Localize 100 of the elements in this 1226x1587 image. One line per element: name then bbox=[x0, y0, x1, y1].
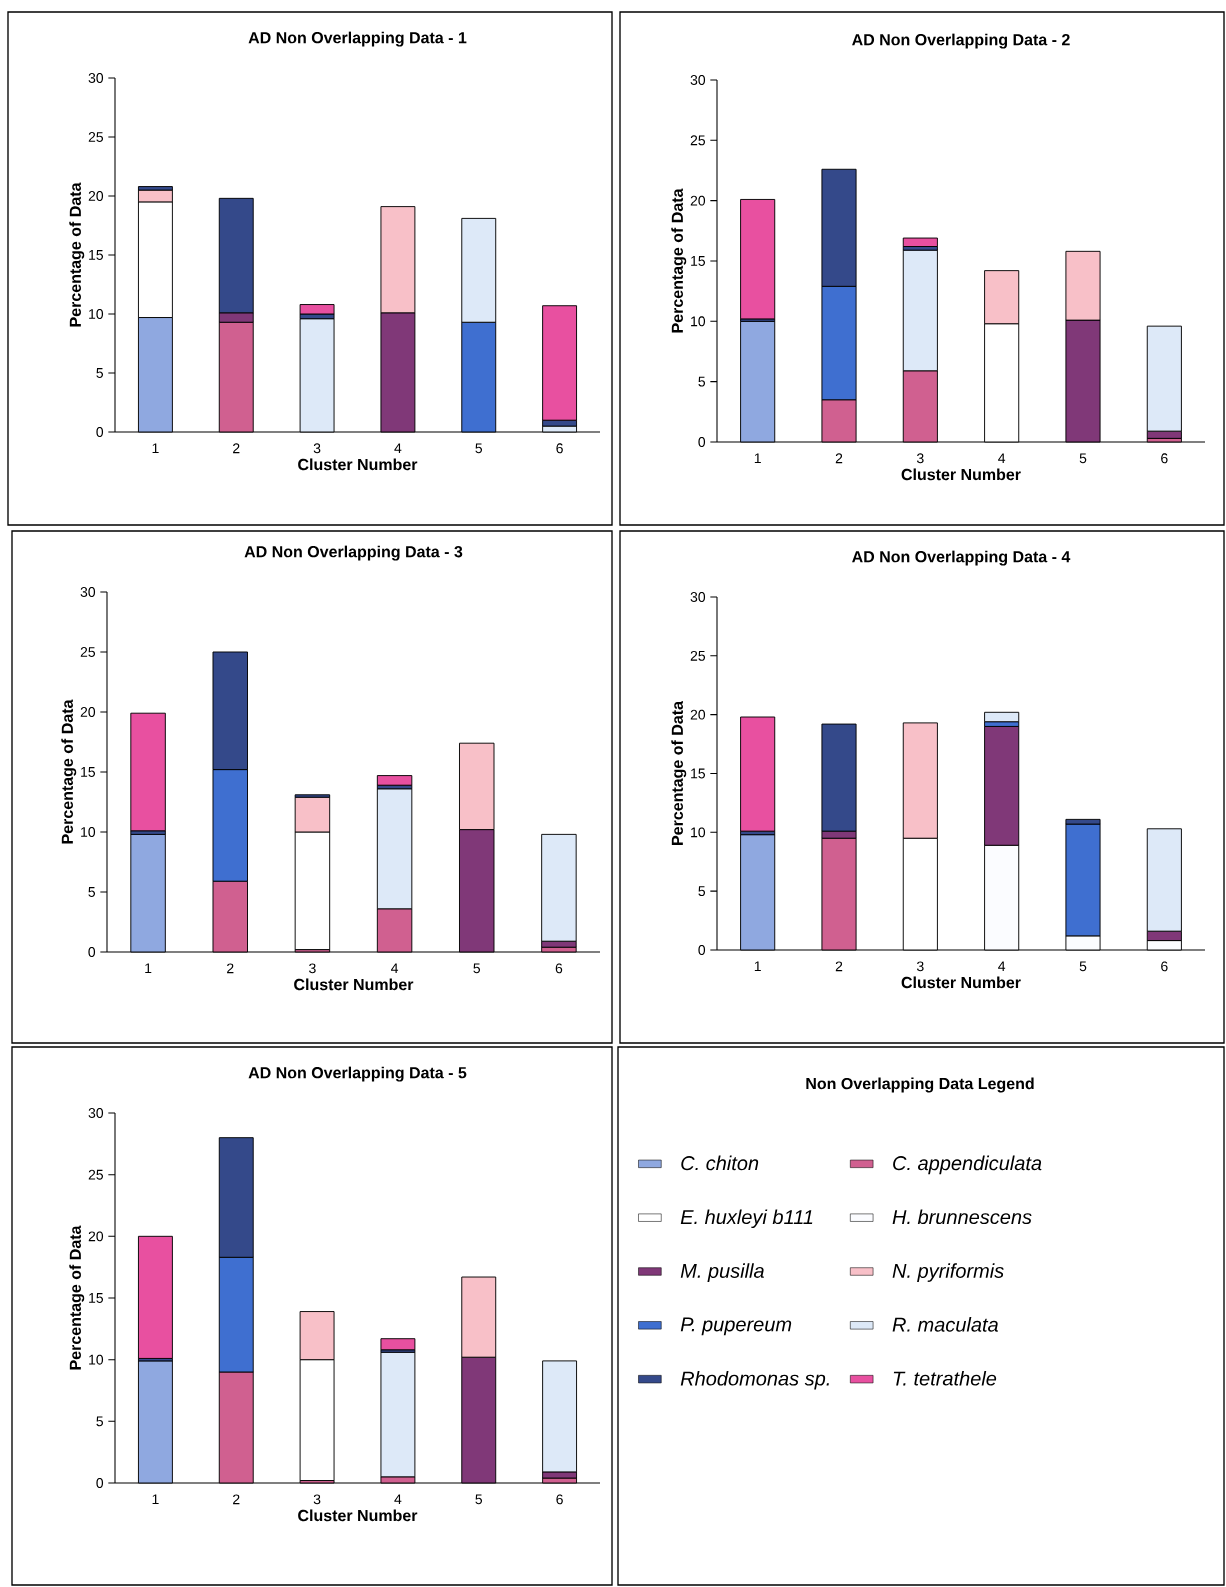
x-axis-title: Cluster Number bbox=[294, 978, 414, 991]
y-axis-title: Percentage of Data bbox=[69, 182, 85, 327]
x-tick-label: 4 bbox=[394, 443, 402, 453]
y-tick-label: 25 bbox=[690, 650, 706, 661]
y-tick-label: 20 bbox=[690, 709, 706, 720]
y-tick-label: 0 bbox=[698, 945, 706, 955]
chart-title: AD Non Overlapping Data - 1 bbox=[248, 31, 467, 47]
x-tick-label: 4 bbox=[394, 1494, 402, 1504]
x-tick-label: 3 bbox=[309, 963, 316, 974]
bar bbox=[380, 1338, 416, 1351]
y-tick-label: 5 bbox=[88, 887, 96, 897]
y-tick-label: 25 bbox=[80, 647, 96, 657]
legend-label: C. appendiculata bbox=[893, 1155, 1042, 1175]
x-tick-label: 3 bbox=[313, 1494, 321, 1505]
y-tick-label: 10 bbox=[81, 827, 96, 837]
y-tick-label: 25 bbox=[88, 1169, 104, 1180]
y-tick-label: 20 bbox=[88, 191, 104, 201]
x-axis-title: Cluster Number bbox=[901, 468, 1021, 481]
x-tick-label: 1 bbox=[145, 963, 152, 973]
legend-label: M. pusilla bbox=[680, 1263, 764, 1282]
x-tick-label: 2 bbox=[233, 443, 240, 454]
y-tick-label: 15 bbox=[691, 256, 706, 266]
y-tick-label: 0 bbox=[88, 947, 96, 957]
y-tick-label: 0 bbox=[698, 437, 706, 447]
x-tick-label: 2 bbox=[233, 1494, 240, 1505]
x-tick-label: 5 bbox=[475, 1494, 483, 1505]
y-tick-label: 25 bbox=[88, 132, 104, 142]
y-tick-label: 30 bbox=[80, 587, 96, 597]
y-tick-label: 5 bbox=[698, 886, 706, 897]
x-tick-label: 5 bbox=[1079, 961, 1087, 972]
chart-title: AD Non Overlapping Data - 5 bbox=[248, 1066, 467, 1082]
x-tick-label: 2 bbox=[227, 963, 234, 974]
y-tick-label: 20 bbox=[690, 195, 706, 206]
x-tick-label: 5 bbox=[473, 963, 481, 974]
bar bbox=[902, 237, 938, 247]
chart-title: AD Non Overlapping Data - 3 bbox=[244, 545, 463, 561]
bar bbox=[740, 198, 776, 320]
y-tick-label: 10 bbox=[89, 309, 104, 319]
y-tick-label: 15 bbox=[89, 250, 104, 260]
legend-label: H. brunnescens bbox=[892, 1209, 1032, 1225]
x-axis-title: Cluster Number bbox=[298, 1509, 418, 1522]
legend-label: C. chiton bbox=[681, 1155, 759, 1171]
y-tick-label: 30 bbox=[88, 73, 104, 83]
y-tick-label: 5 bbox=[96, 1416, 104, 1427]
y-tick-label: 25 bbox=[690, 135, 706, 146]
y-tick-label: 15 bbox=[81, 767, 96, 777]
x-tick-label: 6 bbox=[555, 963, 563, 974]
legend-title: Non Overlapping Data Legend bbox=[806, 1077, 1034, 1093]
chart-title: AD Non Overlapping Data - 2 bbox=[852, 33, 1070, 49]
bar bbox=[137, 1235, 173, 1359]
x-tick-label: 1 bbox=[152, 1494, 159, 1504]
x-tick-label: 1 bbox=[754, 453, 761, 463]
bar bbox=[984, 711, 1020, 723]
legend-label: E. huxleyi b111 bbox=[680, 1209, 813, 1229]
x-axis-title: Cluster Number bbox=[901, 976, 1021, 989]
y-tick-label: 5 bbox=[96, 368, 104, 378]
x-tick-label: 3 bbox=[916, 961, 924, 972]
bar bbox=[299, 304, 335, 315]
y-tick-label: 5 bbox=[698, 376, 706, 387]
x-tick-label: 4 bbox=[998, 453, 1006, 463]
y-tick-label: 15 bbox=[691, 768, 706, 779]
bar bbox=[740, 716, 776, 832]
legend-label: N. pyriformis bbox=[892, 1263, 1004, 1282]
y-tick-label: 10 bbox=[89, 1354, 104, 1365]
y-tick-label: 10 bbox=[691, 827, 706, 838]
x-tick-label: 6 bbox=[556, 443, 563, 454]
x-tick-label: 1 bbox=[754, 961, 761, 971]
x-tick-label: 4 bbox=[391, 963, 399, 973]
y-tick-label: 30 bbox=[690, 592, 706, 602]
y-tick-label: 20 bbox=[80, 707, 96, 717]
y-axis-title: Percentage of Data bbox=[671, 188, 687, 333]
x-tick-label: 1 bbox=[152, 443, 159, 453]
x-tick-label: 6 bbox=[1161, 961, 1168, 972]
y-tick-label: 30 bbox=[690, 75, 706, 85]
y-tick-label: 10 bbox=[691, 316, 706, 327]
x-tick-label: 6 bbox=[1161, 453, 1168, 464]
y-tick-label: 30 bbox=[88, 1108, 104, 1118]
legend-label: Rhodomonas sp. bbox=[680, 1370, 829, 1390]
y-axis-title: Percentage of Data bbox=[671, 700, 687, 845]
x-tick-label: 5 bbox=[475, 443, 483, 454]
y-tick-label: 20 bbox=[88, 1231, 104, 1242]
x-tick-label: 2 bbox=[835, 961, 843, 972]
x-axis-title: Cluster Number bbox=[298, 458, 418, 471]
y-tick-label: 0 bbox=[96, 427, 104, 437]
x-tick-label: 5 bbox=[1079, 453, 1087, 464]
legend-label: T. tetrathele bbox=[893, 1370, 997, 1386]
legend-label: P. pupereum bbox=[680, 1317, 792, 1336]
x-tick-label: 6 bbox=[556, 1494, 563, 1505]
x-tick-label: 3 bbox=[916, 453, 924, 464]
chart-title: AD Non Overlapping Data - 4 bbox=[852, 550, 1071, 566]
bar bbox=[376, 775, 413, 786]
legend-label: R. maculata bbox=[892, 1317, 999, 1332]
y-tick-label: 15 bbox=[89, 1293, 104, 1303]
y-axis-title: Percentage of Data bbox=[69, 1225, 85, 1370]
y-axis-title: Percentage of Data bbox=[61, 699, 77, 844]
y-tick-label: 0 bbox=[96, 1478, 104, 1488]
x-tick-label: 3 bbox=[313, 443, 321, 454]
bar bbox=[130, 712, 166, 832]
x-tick-label: 4 bbox=[998, 961, 1006, 971]
x-tick-label: 2 bbox=[835, 453, 843, 464]
